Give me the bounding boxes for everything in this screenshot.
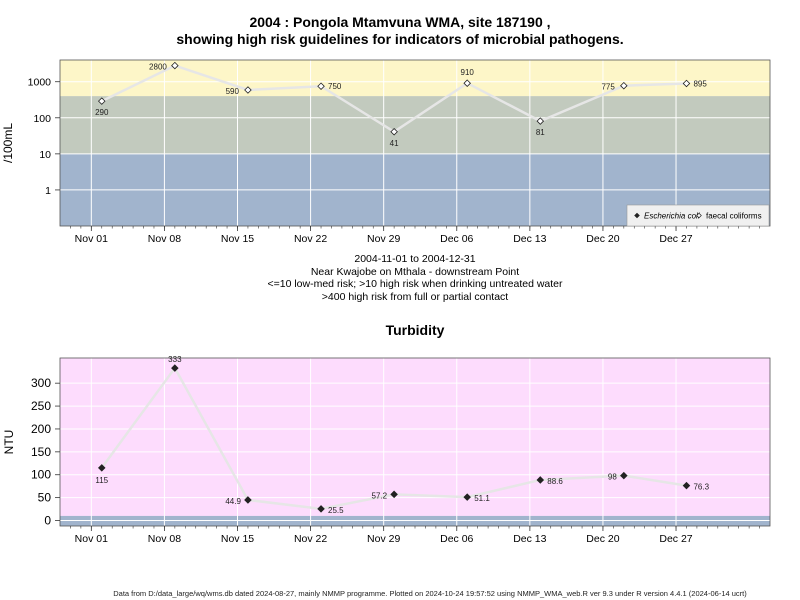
x-tick-label: Nov 15 <box>221 233 254 245</box>
y-tick-label: 1000 <box>28 77 52 89</box>
x-tick-label: Nov 29 <box>367 533 400 545</box>
x-tick-label: Dec 06 <box>440 533 473 545</box>
y-tick-label: 1 <box>45 185 51 197</box>
data-label: 115 <box>95 476 108 485</box>
data-point <box>97 97 106 105</box>
x-tick-label: Dec 27 <box>659 533 692 545</box>
data-label: 88.6 <box>547 477 563 486</box>
data-label: 910 <box>461 68 475 77</box>
y-tick-label: 200 <box>31 422 51 436</box>
footer-note: Data from D:/data_large/wq/wms.db dated … <box>113 589 747 598</box>
x-tick-label: Dec 13 <box>513 533 546 545</box>
x-tick-label: Nov 15 <box>221 533 254 545</box>
data-label: 51.1 <box>474 494 490 503</box>
data-point <box>682 79 691 88</box>
legend-entry: Escherichia coli <box>644 212 700 221</box>
turbidity-chart: Nov 01 Nov 08 Nov 15 Nov 22 Nov 29 Dec 06 Dec … <box>2 355 771 545</box>
data-point <box>620 471 628 480</box>
chart-title-line-1: 2004 : Pongola Mtamvuna WMA, site 187190… <box>249 14 551 30</box>
x-tick-label: Nov 29 <box>367 233 400 245</box>
turbidity-title: Turbidity <box>385 322 445 338</box>
data-label: 2800 <box>149 63 167 72</box>
data-point <box>463 493 471 501</box>
data-label: 895 <box>693 79 707 88</box>
data-point <box>463 79 471 87</box>
x-tick-label: Dec 20 <box>586 533 619 545</box>
data-point <box>682 481 691 490</box>
data-point <box>317 82 325 90</box>
x-tick-label: Dec 13 <box>513 233 546 245</box>
data-label: 57.2 <box>372 491 388 500</box>
data-label: 98 <box>608 473 617 482</box>
y-tick-label: 300 <box>31 376 51 390</box>
data-point <box>97 464 106 472</box>
data-label: 333 <box>168 355 182 364</box>
y-tick-label: 250 <box>31 399 51 413</box>
y-axis-label: NTU <box>2 430 16 455</box>
x-tick-label: Nov 22 <box>294 533 327 545</box>
y-tick-label: 100 <box>31 468 51 482</box>
data-label: 290 <box>95 108 109 117</box>
data-point <box>171 364 179 372</box>
data-label: 750 <box>328 82 342 91</box>
data-label: 590 <box>226 87 240 96</box>
data-label: 41 <box>390 139 399 148</box>
chart-title-line-2: showing high risk guidelines for indicat… <box>176 31 624 47</box>
data-label: 76.3 <box>693 483 709 492</box>
x-tick-label: Nov 08 <box>148 233 181 245</box>
caption-site: Near Kwajobe on Mthala - downstream Poin… <box>310 265 520 278</box>
data-point <box>620 81 628 90</box>
y-axis-label: /100mL <box>1 123 15 163</box>
legend-marker <box>696 212 702 219</box>
x-tick-label: Nov 01 <box>75 533 108 545</box>
data-label: 44.9 <box>225 497 241 506</box>
x-tick-label: Nov 01 <box>75 233 108 245</box>
data-point <box>317 505 325 513</box>
data-point <box>244 86 252 94</box>
data-point <box>390 490 398 499</box>
data-label: 25.5 <box>328 506 344 515</box>
x-tick-label: Dec 27 <box>659 233 692 245</box>
legend-marker <box>634 212 640 219</box>
caption-drinking-risk: <=10 low-med risk; >10 high risk when dr… <box>267 278 563 290</box>
data-point <box>536 117 545 125</box>
data-point <box>390 127 398 136</box>
x-tick-label: Dec 06 <box>440 233 473 245</box>
y-tick-label: 0 <box>44 514 51 528</box>
y-tick-label: 100 <box>33 113 51 125</box>
caption-contact-risk: >400 high risk from full or partial cont… <box>321 290 509 303</box>
x-tick-label: Dec 20 <box>586 233 619 245</box>
caption-date-range: 2004-11-01 to 2004-12-31 <box>354 253 476 265</box>
data-point <box>171 61 179 70</box>
y-tick-label: 50 <box>38 491 52 505</box>
data-point <box>536 476 545 484</box>
x-tick-label: Nov 08 <box>148 533 181 545</box>
x-tick-label: Nov 22 <box>294 233 327 245</box>
risk-band-1 <box>60 96 770 154</box>
data-label: 775 <box>601 83 615 92</box>
y-tick-label: 150 <box>31 445 51 459</box>
data-label: 81 <box>536 128 545 137</box>
y-tick-label: 10 <box>39 149 51 161</box>
data-point <box>244 496 252 504</box>
legend-entry: faecal coliforms <box>706 212 762 221</box>
microbial-chart: Nov 01 Nov 08 Nov 15 Nov 22 Nov 29 Dec 06 Dec … <box>1 59 771 245</box>
